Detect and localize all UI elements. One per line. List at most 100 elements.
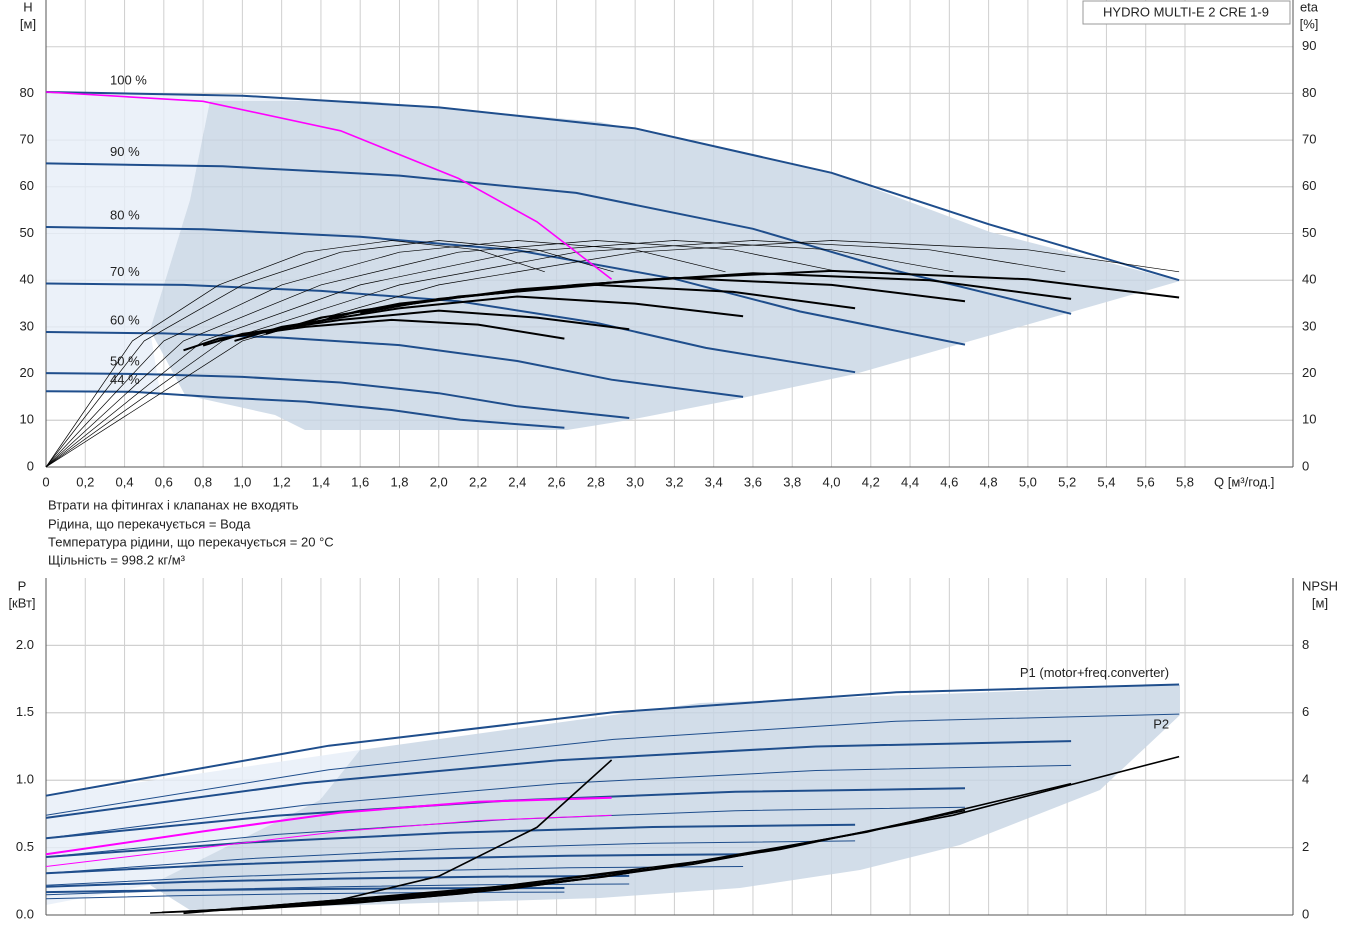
curve (45, 874, 630, 888)
light-area (46, 92, 366, 392)
series-label: P2 (1153, 717, 1169, 732)
y-tick-label: 50 (20, 225, 34, 240)
y-axis-unit: [кВт] (8, 595, 35, 610)
y-tick-label: 10 (20, 412, 34, 427)
x-tick-label: 2,2 (469, 474, 487, 489)
curve (45, 823, 856, 858)
marks: 0 0,2 0,4 0,6 0,8 1,0 1,2 1,4 1,6 1,8 2,0 2,2 2,4 2,6… (16, 38, 1317, 921)
curve (45, 91, 1180, 282)
series-label: 70 % (110, 264, 140, 279)
title-box (1082, 0, 1291, 25)
x-tick-label: 2,6 (548, 474, 566, 489)
x-tick-label: 1,6 (351, 474, 369, 489)
y-tick-label: 0.0 (16, 906, 34, 921)
series-label: P1 (motor+freq.converter) (1020, 665, 1169, 680)
operating-area (150, 101, 1180, 430)
operating-area (150, 685, 1180, 910)
x-tick-label: 3,2 (665, 474, 683, 489)
curve (45, 390, 565, 429)
curve (45, 764, 1072, 839)
light-area (46, 750, 360, 905)
x-tick-label: 4,2 (862, 474, 880, 489)
y2-tick-label: 20 (1302, 365, 1316, 380)
y-tick-label: 0.5 (16, 839, 34, 854)
y2-tick-label: 90 (1302, 38, 1316, 53)
curve (45, 372, 630, 419)
curve (45, 240, 840, 468)
y2-axis-label: NPSH (1302, 578, 1338, 593)
x-tick-label: 2,8 (587, 474, 605, 489)
x-tick-label: 5,2 (1058, 474, 1076, 489)
x-tick-label: 2,4 (508, 474, 526, 489)
curve (45, 91, 613, 280)
curve (45, 240, 614, 468)
x-tick-label: 5,0 (1019, 474, 1037, 489)
x-tick-label: 4,6 (940, 474, 958, 489)
y2-tick-label: 2 (1302, 839, 1309, 854)
series-label: 50 % (110, 354, 140, 369)
axes (45, 0, 1294, 916)
note: Рідина, що перекачується = Вода (48, 516, 251, 531)
curve (45, 226, 966, 346)
y2-tick-label: 0 (1302, 906, 1309, 921)
curve (45, 240, 954, 468)
y-tick-label: 1.5 (16, 704, 34, 719)
y2-tick-label: 70 (1302, 132, 1316, 147)
y-tick-label: 2.0 (16, 637, 34, 652)
note: Втрати на фітингах і клапанах не входять (48, 497, 299, 512)
note: Щільність = 998.2 кг/м³ (48, 552, 186, 567)
y-axis-label: P (18, 578, 27, 593)
curve (45, 683, 1180, 797)
x-tick-label: 0,8 (194, 474, 212, 489)
y2-tick-label: 60 (1302, 178, 1316, 193)
y2-tick-label: 4 (1302, 772, 1309, 787)
series-label: 60 % (110, 312, 140, 327)
curve (45, 796, 612, 856)
series-label: 90 % (110, 144, 140, 159)
x-tick-label: 0,4 (116, 474, 134, 489)
note: Температура рідини, що перекачується = 2… (48, 534, 334, 549)
x-tick-label: 4,8 (980, 474, 998, 489)
y2-axis-unit: [%] (1300, 16, 1319, 31)
y2-tick-label: 80 (1302, 85, 1316, 100)
x-axis-label: Q [м³/год.] (1214, 474, 1274, 489)
y2-axis-unit: [м] (1312, 595, 1328, 610)
y-tick-label: 40 (20, 272, 34, 287)
x-tick-label: 1,8 (390, 474, 408, 489)
y-tick-label: 20 (20, 365, 34, 380)
x-tick-label: 0,2 (76, 474, 94, 489)
x-tick-label: 5,6 (1137, 474, 1155, 489)
y2-tick-label: 40 (1302, 272, 1316, 287)
y-axis-unit: [м] (20, 16, 36, 31)
y2-tick-label: 0 (1302, 458, 1309, 473)
x-tick-label: 1,4 (312, 474, 330, 489)
x-tick-label: 1,2 (273, 474, 291, 489)
curve (45, 282, 856, 374)
operating-areas (46, 92, 1180, 910)
x-tick-label: 0 (42, 474, 49, 489)
series-label: 80 % (110, 207, 140, 222)
series-label: 100 % (110, 72, 147, 87)
y-tick-label: 1.0 (16, 772, 34, 787)
x-tick-label: 1,0 (233, 474, 251, 489)
y2-tick-label: 8 (1302, 637, 1309, 652)
curve (265, 283, 856, 335)
curve (45, 240, 726, 468)
curve (45, 853, 744, 875)
x-tick-label: 3,0 (626, 474, 644, 489)
x-tick-label: 3,8 (783, 474, 801, 489)
y2-tick-label: 50 (1302, 225, 1316, 240)
curve (45, 840, 856, 874)
y-tick-label: 80 (20, 85, 34, 100)
curve (45, 866, 744, 886)
curve (45, 240, 1180, 468)
curve (45, 162, 1072, 315)
y-tick-label: 0 (27, 458, 34, 473)
chart-title: HYDRO MULTI-E 2 CRE 1-9 (1103, 4, 1269, 19)
x-tick-label: 4,0 (822, 474, 840, 489)
x-tick-label: 2,0 (430, 474, 448, 489)
x-tick-label: 4,4 (901, 474, 919, 489)
curve (45, 740, 1072, 819)
